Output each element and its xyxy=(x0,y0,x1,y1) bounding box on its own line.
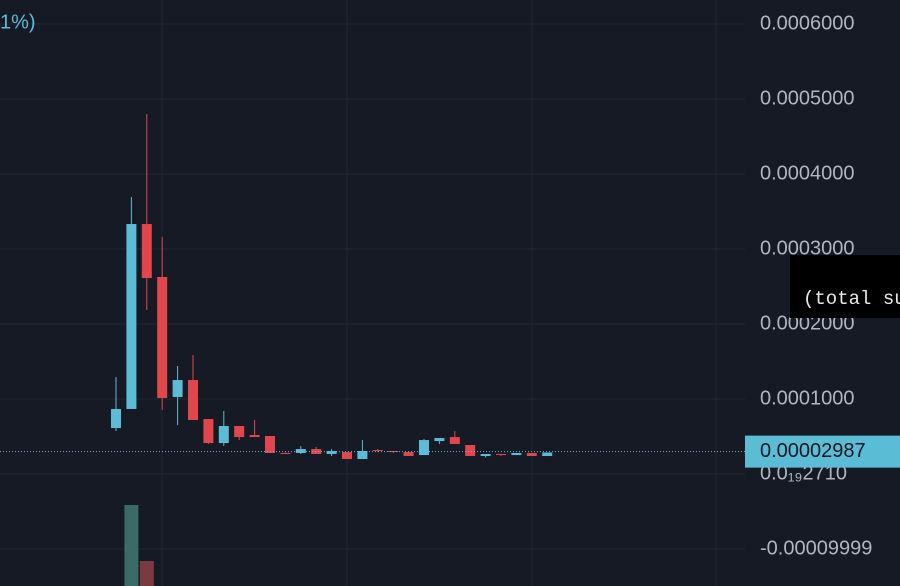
candle-body xyxy=(496,453,506,456)
candle-body xyxy=(280,453,291,455)
volume-bar xyxy=(139,561,154,586)
candles xyxy=(111,114,553,460)
candle-body xyxy=(542,452,553,457)
y-tick-label: 0.0005000 xyxy=(760,87,855,109)
candle-body xyxy=(234,426,245,438)
candle-body xyxy=(342,452,352,460)
candle-body xyxy=(126,224,137,409)
candle-body xyxy=(403,452,414,457)
last-price-box xyxy=(745,435,900,468)
y-tick-label: -0.00009999 xyxy=(760,537,872,559)
candle-body xyxy=(203,419,214,444)
volume xyxy=(124,505,154,586)
last-price-label: 0.00002987 xyxy=(760,440,866,462)
tooltip-box xyxy=(790,255,900,318)
y-tick-label: 0.0001000 xyxy=(760,387,855,409)
candle-body xyxy=(357,450,368,460)
candle-body xyxy=(526,453,537,457)
y-tick-label: 0.0₁₉2710 xyxy=(760,462,847,484)
y-tick-label: 0.0004000 xyxy=(760,162,855,184)
y-tick-label: 0.0006000 xyxy=(760,12,855,34)
candle-body xyxy=(480,453,491,457)
candle-body xyxy=(157,276,168,399)
candle-body xyxy=(141,224,152,279)
candle-body xyxy=(295,449,306,454)
grid xyxy=(0,23,745,550)
candle-body xyxy=(218,426,229,444)
candle-body xyxy=(265,435,275,454)
candle-body xyxy=(188,380,198,421)
last-price: 0.00002987 xyxy=(0,435,900,468)
vertical-grid xyxy=(161,0,717,586)
y-tick-label: 0.0003000 xyxy=(760,237,855,259)
y-axis: 0.0006000 0.0005000 0.0004000 0.0003000 0.00… xyxy=(760,12,872,559)
tooltip: (total su xyxy=(803,288,900,310)
candle-body xyxy=(249,435,260,438)
candle-body xyxy=(311,449,322,454)
candle-body xyxy=(172,380,183,397)
candle-body xyxy=(326,450,337,454)
candle-body xyxy=(111,408,121,429)
candle-body xyxy=(449,437,460,445)
candle-body xyxy=(419,440,429,456)
volume-bar xyxy=(124,505,139,586)
candle-body xyxy=(511,453,522,456)
candle-body xyxy=(372,450,383,452)
candle-body xyxy=(465,444,476,457)
candle-body xyxy=(434,438,445,442)
legend-fragment: 1%) xyxy=(0,11,36,33)
